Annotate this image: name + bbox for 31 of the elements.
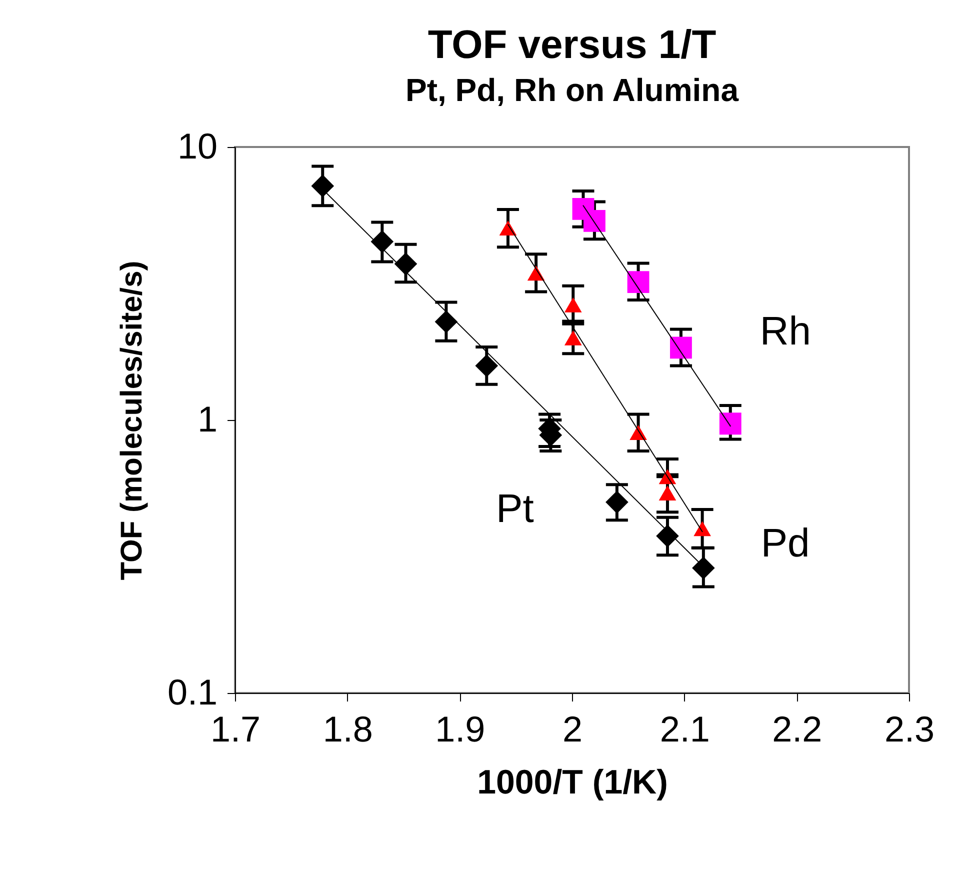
chart-subtitle: Pt, Pd, Rh on Alumina bbox=[405, 72, 739, 108]
series-label: Rh bbox=[760, 310, 811, 354]
x-tick-label: 1.8 bbox=[322, 708, 373, 750]
y-tick-label: 10 bbox=[177, 126, 218, 166]
point bbox=[394, 252, 418, 276]
series-label: Pt bbox=[496, 487, 534, 532]
x-tick-label: 2 bbox=[562, 708, 583, 750]
point bbox=[370, 230, 394, 254]
point bbox=[627, 271, 650, 294]
x-tick-label: 1.9 bbox=[435, 708, 486, 750]
point bbox=[606, 490, 628, 514]
point bbox=[656, 524, 679, 548]
point bbox=[434, 310, 458, 334]
x-tick-label: 2.1 bbox=[660, 708, 710, 750]
series-label: Pd bbox=[760, 522, 810, 566]
point bbox=[719, 412, 742, 435]
point bbox=[692, 556, 715, 580]
point bbox=[694, 521, 711, 536]
x-axis-title: 1000/T (1/K) bbox=[477, 764, 668, 802]
point bbox=[564, 297, 582, 312]
x-tick-label: 2.3 bbox=[884, 708, 935, 750]
y-axis-title: TOF (molecules/site/s) bbox=[115, 260, 148, 580]
chart-title: TOF versus 1/T bbox=[428, 23, 716, 67]
point bbox=[658, 486, 676, 501]
point bbox=[564, 330, 582, 346]
point bbox=[670, 336, 692, 359]
x-tick-label: 2.2 bbox=[772, 708, 822, 750]
point bbox=[475, 354, 498, 378]
y-tick-label: 1 bbox=[197, 398, 218, 440]
point bbox=[584, 210, 606, 232]
point bbox=[311, 174, 334, 198]
